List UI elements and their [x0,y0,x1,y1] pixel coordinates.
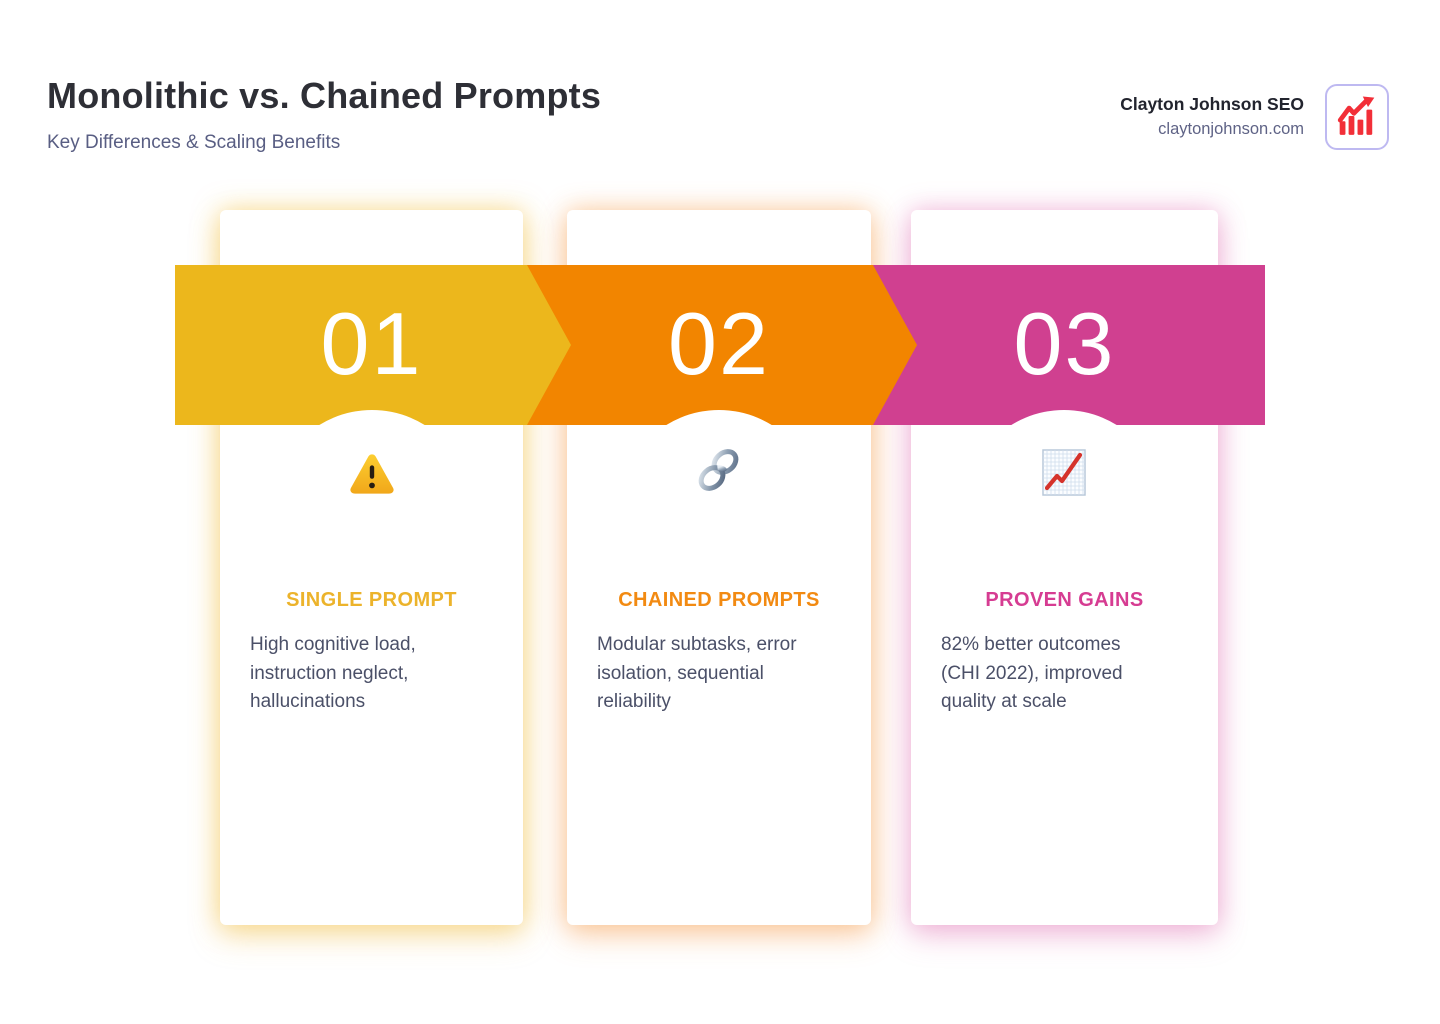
step-number-1: 01 [320,294,423,393]
process-ribbon [175,265,1265,425]
step-number-2: 02 [668,294,770,393]
ribbon-notch-2 [666,410,772,425]
brand-text: Clayton Johnson SEO claytonjohnson.com [1120,93,1304,142]
chart-increasing-icon [1042,449,1086,496]
brand-block: Clayton Johnson SEO claytonjohnson.com [1120,84,1389,150]
ribbon-segment-2 [527,265,917,425]
growth-chart-icon [1337,96,1375,135]
card-heading: PROVEN GAINS [985,589,1144,611]
step-number-3: 03 [1013,294,1116,393]
card-body: 82% better outcomes (CHI 2022), improved… [941,634,1123,712]
brand-name: Clayton Johnson SEO [1120,93,1304,114]
page-subtitle: Key Differences & Scaling Benefits [47,132,341,153]
brand-logo [1325,84,1389,150]
ribbon-notch-3 [1011,410,1117,425]
ribbon-segment-1 [175,265,571,425]
brand-domain: claytonjohnson.com [1158,120,1304,139]
chain-link-icon [698,449,739,491]
card-heading: CHAINED PROMPTS [618,589,820,611]
warning-icon [350,454,394,494]
card-heading: SINGLE PROMPT [286,589,457,611]
ribbon-segment-3 [873,265,1265,425]
card-body: Modular subtasks, error isolation, seque… [597,634,797,712]
ribbon-notch-1 [319,410,425,425]
page-title: Monolithic vs. Chained Prompts [47,75,602,116]
card-body: High cognitive load, instruction neglect… [250,634,416,712]
